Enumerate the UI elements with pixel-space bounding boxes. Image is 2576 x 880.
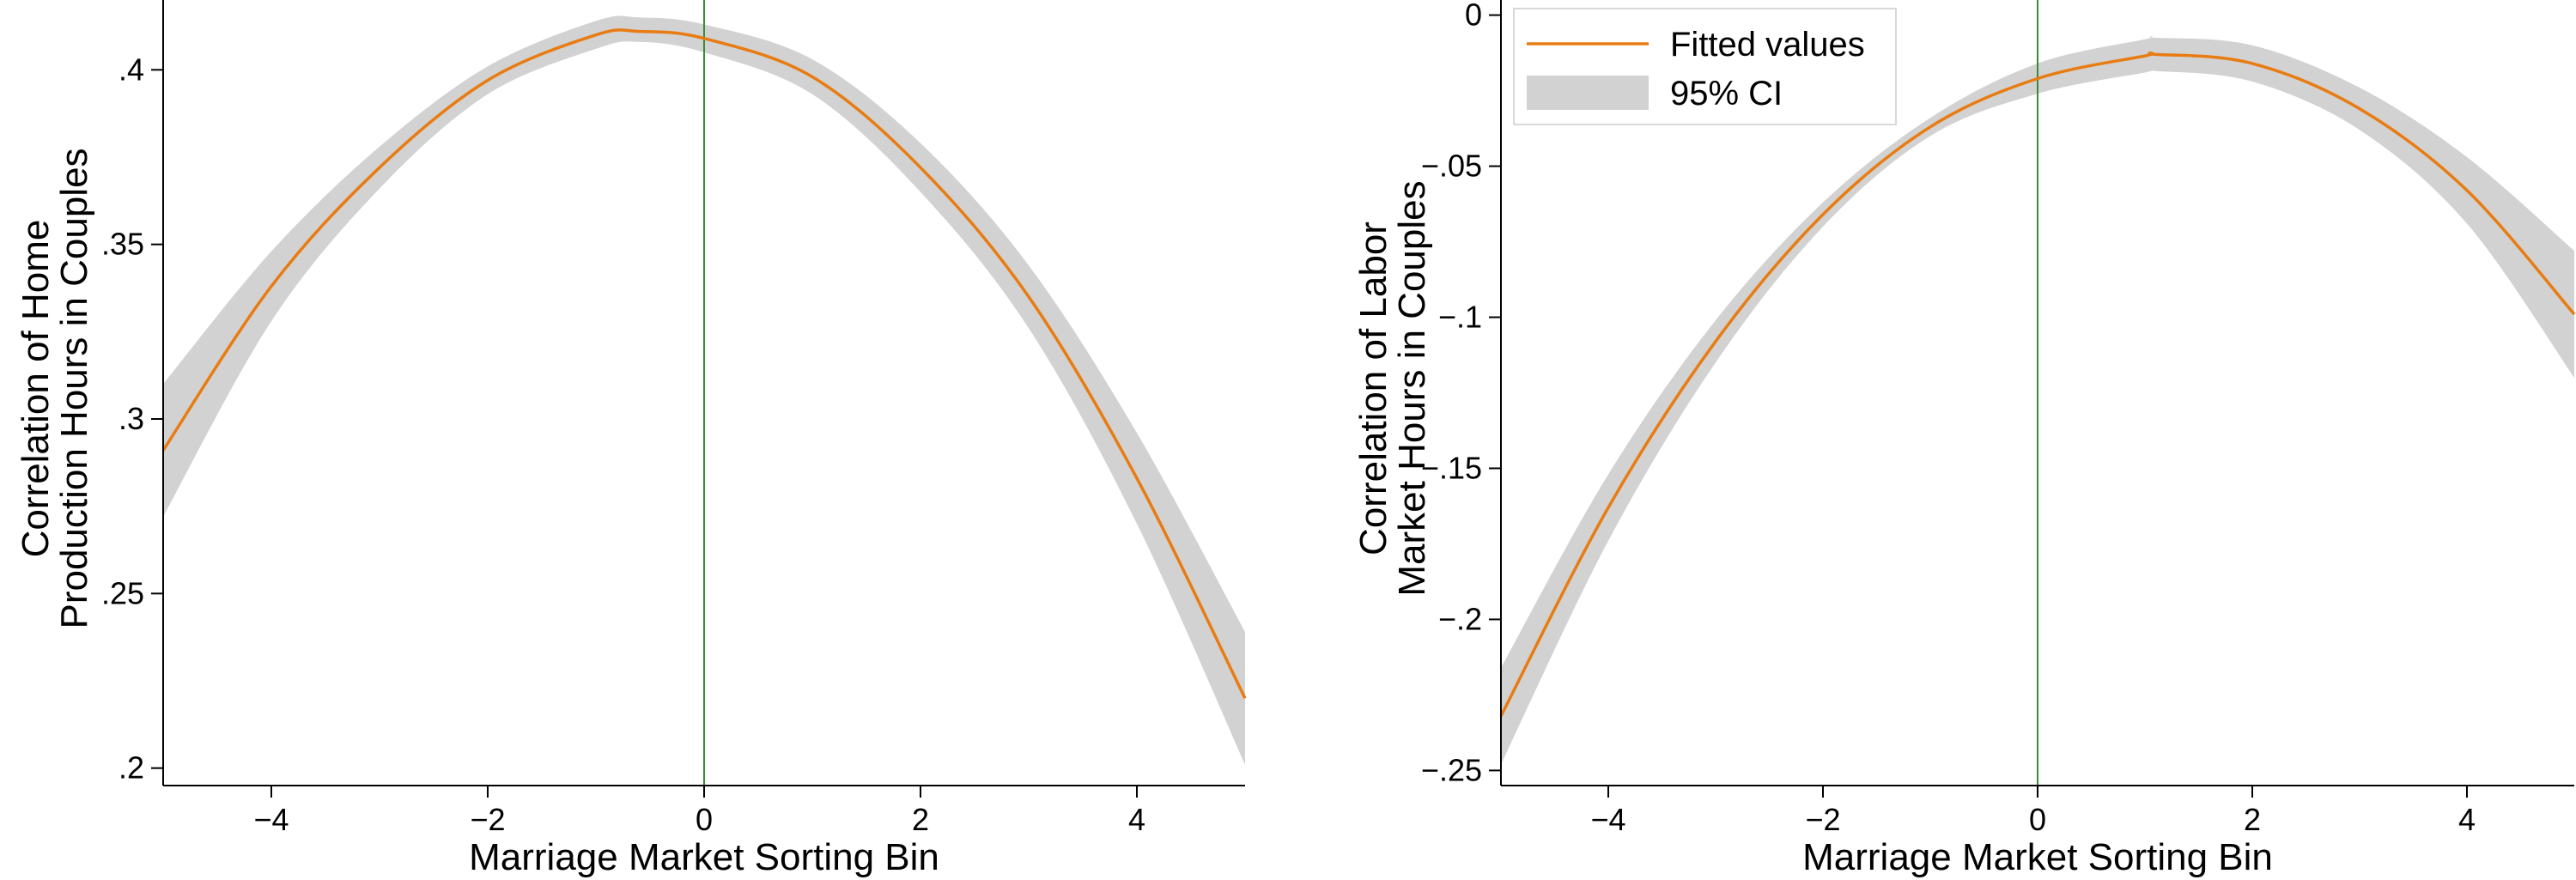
y-tick-label: .3 bbox=[118, 401, 144, 436]
left-panel-home-production: −4 −2 0 2 4 .2 .25 .3 .35 .4 Marriage Market Sorti… bbox=[15, 0, 1247, 878]
x-tick-label: 4 bbox=[2458, 802, 2476, 837]
x-tick-label: 2 bbox=[912, 802, 929, 837]
fitted-line bbox=[161, 28, 1247, 700]
x-tick-label: −4 bbox=[1590, 802, 1625, 837]
legend-label-fitted: Fitted values bbox=[1670, 26, 1865, 64]
y-tick-label: −.2 bbox=[1438, 601, 1482, 636]
x-tick-label: −2 bbox=[1805, 802, 1840, 837]
y-tick-label: −.1 bbox=[1438, 300, 1482, 335]
x-tick-label: −2 bbox=[470, 802, 505, 837]
legend-label-ci: 95% CI bbox=[1670, 75, 1783, 112]
y-tick-label: .2 bbox=[118, 750, 144, 786]
y-tick-label: −.15 bbox=[1421, 450, 1482, 485]
x-tick-label: 0 bbox=[696, 802, 713, 837]
y-tick-label: .25 bbox=[101, 575, 144, 610]
x-axis-title: Marriage Market Sorting Bin bbox=[469, 836, 939, 878]
x-tick-label: −4 bbox=[253, 802, 289, 837]
y-axis-title-line: Market Hours in Couples bbox=[1391, 180, 1433, 596]
legend-swatch-ci bbox=[1527, 76, 1649, 110]
y-tick-label: −.05 bbox=[1421, 149, 1482, 184]
y-axis-title-line: Correlation of Home bbox=[15, 220, 57, 558]
y-tick-label: −.25 bbox=[1421, 752, 1482, 787]
y-tick-label: .4 bbox=[118, 52, 144, 87]
y-tick-label: 0 bbox=[1465, 0, 1482, 33]
ci-band bbox=[163, 15, 1245, 765]
x-tick-label: 2 bbox=[2244, 802, 2261, 837]
x-tick-label: 0 bbox=[2029, 802, 2046, 837]
x-tick-label: 4 bbox=[1128, 802, 1145, 837]
x-axis-title: Marriage Market Sorting Bin bbox=[1802, 836, 2273, 878]
y-tick-label: .35 bbox=[101, 227, 144, 262]
y-axis-title-line: Production Hours in Couples bbox=[53, 148, 95, 628]
right-panel-labor-market: −4 −2 0 2 4 0 −.05 −.1 −.15 −.2 −.25 Marriage Marke… bbox=[1352, 0, 2576, 878]
fitted-line bbox=[1499, 52, 2576, 717]
y-axis-title-line: Correlation of Labor bbox=[1352, 222, 1394, 555]
legend: Fitted values 95% CI bbox=[1513, 8, 1897, 125]
